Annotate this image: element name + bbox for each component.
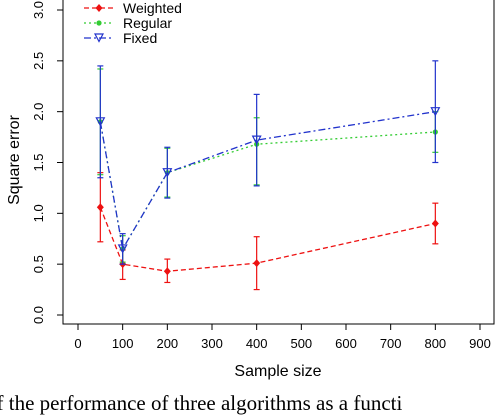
data-point — [96, 20, 102, 26]
y-tick-label: 3.0 — [31, 1, 46, 19]
series-regular — [97, 68, 439, 263]
x-tick-label: 700 — [380, 336, 402, 351]
x-tick-label: 0 — [74, 336, 81, 351]
y-tick-label: 2.0 — [31, 103, 46, 121]
data-point — [117, 244, 128, 254]
y-tick-label: 0.5 — [31, 255, 46, 273]
x-tick-label: 200 — [156, 336, 178, 351]
plot-frame — [62, 0, 495, 325]
series-line — [99, 111, 436, 251]
x-tick-label: 600 — [335, 336, 357, 351]
caption-fragment: of the performance of three algorithms a… — [0, 391, 402, 415]
data-point — [95, 4, 103, 12]
y-tick-label: 2.5 — [31, 52, 46, 70]
legend-label: Regular — [123, 15, 172, 31]
data-point — [162, 168, 173, 178]
legend-item-weighted: Weighted — [84, 0, 182, 16]
y-tick-label: 1.5 — [31, 153, 46, 171]
x-tick-label: 300 — [201, 336, 223, 351]
legend-item-regular: Regular — [84, 15, 172, 31]
data-point — [94, 33, 104, 43]
data-point — [95, 117, 106, 127]
x-tick-label: 900 — [469, 336, 491, 351]
series-line — [99, 206, 436, 272]
y-tick-label: 1.0 — [31, 204, 46, 222]
y-tick-label: 0.0 — [31, 306, 46, 324]
series-weighted — [96, 172, 439, 291]
series-line — [99, 121, 436, 251]
data-point — [431, 219, 439, 228]
data-point — [163, 267, 171, 276]
axes: 0 100 200 300 400 500 600 700 800 900 0.0 0.5 1.0 1.5… — [31, 0, 495, 351]
data-point — [430, 107, 441, 117]
legend-label: Fixed — [123, 30, 157, 46]
plot-area — [95, 60, 441, 291]
x-tick-label: 400 — [246, 336, 268, 351]
x-tick-label: 500 — [290, 336, 312, 351]
x-axis-label: Sample size — [234, 363, 321, 380]
series-fixed — [95, 60, 441, 265]
legend-label: Weighted — [123, 0, 182, 16]
data-point — [253, 259, 261, 268]
y-axis-label: Square error — [6, 114, 23, 204]
data-point — [251, 135, 262, 145]
x-tick-label: 100 — [112, 336, 134, 351]
data-point — [96, 203, 104, 212]
x-tick-label: 800 — [424, 336, 446, 351]
legend-item-fixed: Fixed — [84, 30, 157, 46]
